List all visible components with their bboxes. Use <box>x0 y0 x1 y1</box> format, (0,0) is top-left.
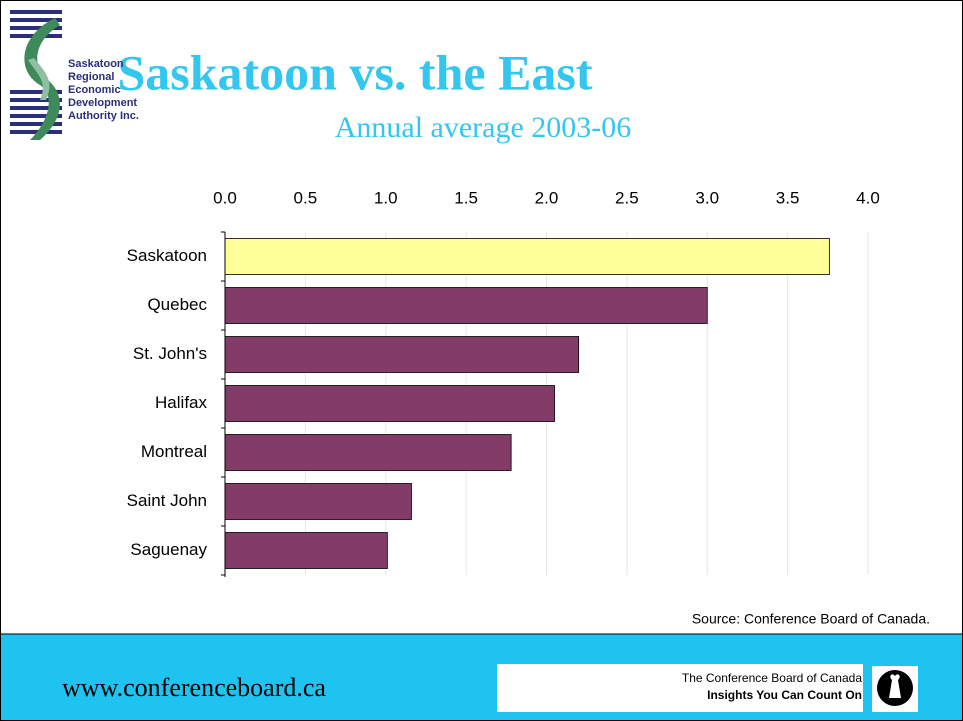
x-tick-label: 3.5 <box>776 188 800 207</box>
bar <box>224 385 555 422</box>
y-tick-label: Quebec <box>147 295 207 314</box>
logo-text: Economic <box>68 84 121 96</box>
footer-icon-torch <box>889 674 901 698</box>
y-tick-label: St. John's <box>133 344 207 363</box>
logo <box>8 6 148 146</box>
y-tick-label: Halifax <box>155 393 207 412</box>
x-tick-label: 2.5 <box>615 188 639 207</box>
logo-text: Regional <box>68 71 114 83</box>
y-tick-label: Saskatoon <box>127 246 207 265</box>
bar <box>224 434 512 471</box>
footer-org: The Conference Board of Canada <box>682 671 862 685</box>
logo-accent <box>28 58 50 100</box>
x-tick-label: 2.0 <box>535 188 559 207</box>
x-tick-label: 1.5 <box>454 188 478 207</box>
bar <box>224 287 708 324</box>
x-tick-label: 0.5 <box>294 188 318 207</box>
bar <box>224 483 412 520</box>
bar <box>224 238 830 275</box>
x-tick-label: 0.0 <box>213 188 237 207</box>
logo-text: Development <box>68 97 137 109</box>
logo-text: Authority Inc. <box>68 110 139 122</box>
chart-title: Saskatoon vs. the East <box>117 44 592 100</box>
y-tick-label: Montreal <box>141 442 207 461</box>
bar <box>224 532 388 569</box>
x-tick-label: 3.0 <box>695 188 719 207</box>
footer-url: www.conferenceboard.ca <box>62 673 326 702</box>
logo-text: Saskatoon <box>68 58 124 70</box>
chart-subtitle: Annual average 2003-06 <box>335 111 632 144</box>
source-note: Source: Conference Board of Canada. <box>692 611 930 627</box>
footer-tagline: Insights You Can Count On <box>707 688 862 702</box>
footer-org-box <box>497 664 863 712</box>
y-tick-label: Saguenay <box>130 540 207 559</box>
y-tick-label: Saint John <box>127 491 207 510</box>
bar <box>224 336 580 373</box>
x-tick-label: 4.0 <box>856 188 880 207</box>
x-tick-label: 1.0 <box>374 188 398 207</box>
